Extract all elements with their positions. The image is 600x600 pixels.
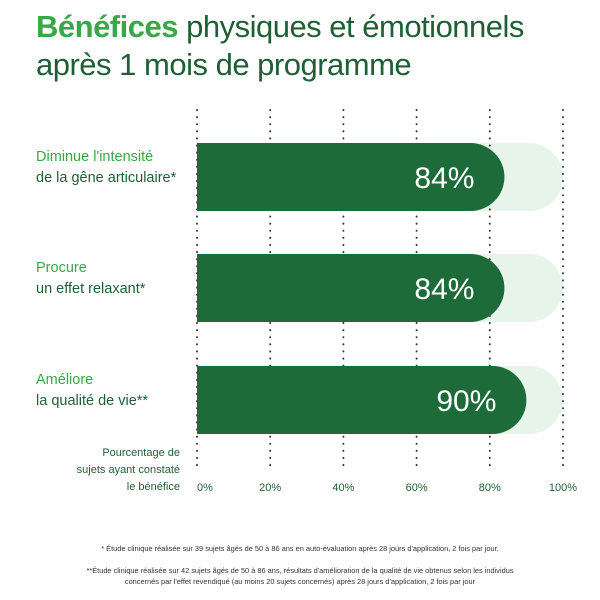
category-label-highlight: Procure [36, 260, 87, 276]
title-rest: physiques et émotionnels [186, 9, 524, 44]
category-label: Procure un effet relaxant* [36, 260, 146, 297]
category-label-line: un effet relaxant* [36, 281, 146, 297]
title-accent: Bénéfices [36, 9, 178, 44]
page-title: Bénéfices physiques et émotionnels après… [36, 8, 596, 84]
x-tick-label: 40% [332, 482, 354, 494]
x-tick-label: 20% [259, 482, 281, 494]
category-label-line: de la gêne articulaire* [36, 170, 177, 186]
x-axis-label: Pourcentage de sujets ayant constaté le bé… [77, 447, 180, 493]
x-tick-label: 100% [549, 482, 577, 494]
category-label: Diminue l'intensité de la gêne articulair… [36, 149, 177, 186]
bar [197, 366, 527, 434]
title-line-2: après 1 mois de programme [36, 47, 412, 82]
footnote-1: * Étude clinique réalisée sur 39 sujets … [101, 544, 499, 553]
x-axis-label-line: le bénéfice [127, 481, 180, 493]
category-label-highlight: Diminue l'intensité [36, 149, 153, 165]
category-label: Améliore la qualité de vie** [36, 372, 148, 409]
category-label-line: la qualité de vie** [36, 393, 148, 409]
x-axis-label-line: Pourcentage de [102, 447, 180, 459]
x-tick-label: 80% [479, 482, 501, 494]
bar-value-label: 84% [414, 162, 474, 195]
footnote-2-line-2: concernés par l'effet revendiqué (au moi… [124, 577, 476, 586]
title-line-1: Bénéfices physiques et émotionnels [36, 8, 596, 46]
bar-value-label: 84% [414, 273, 474, 306]
category-label-highlight: Améliore [36, 372, 93, 388]
x-tick-label: 60% [406, 482, 428, 494]
bar-value-label: 90% [436, 385, 496, 418]
x-tick-label: 0% [197, 482, 213, 494]
bar [197, 143, 505, 211]
x-axis-label-line: sujets ayant constaté [77, 464, 180, 476]
footnote-2-line-1: **Étude clinique réalisée sur 42 sujets … [86, 566, 514, 575]
bar [197, 254, 505, 322]
